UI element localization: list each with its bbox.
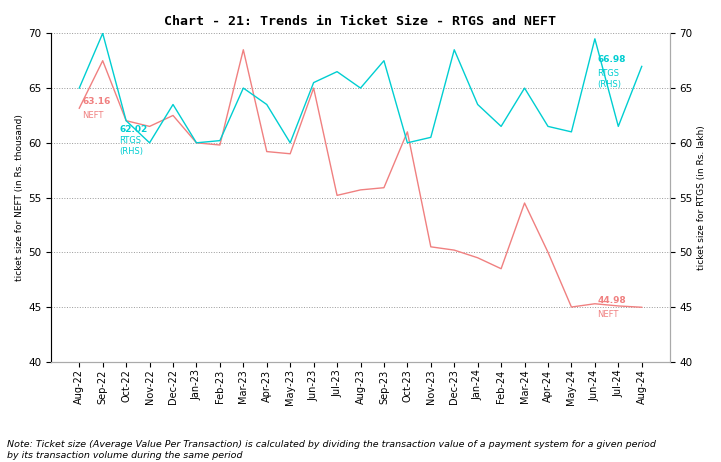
Text: (RHS): (RHS) — [597, 80, 622, 89]
Text: Note: Ticket size (Average Value Per Transaction) is calculated by dividing the : Note: Ticket size (Average Value Per Tra… — [7, 440, 656, 460]
Text: 62.02: 62.02 — [119, 125, 147, 134]
Text: NEFT: NEFT — [82, 111, 103, 120]
Y-axis label: ticket size for NEFT (in Rs. thousand): ticket size for NEFT (in Rs. thousand) — [15, 114, 24, 281]
Text: RTGS: RTGS — [597, 69, 619, 78]
Text: 44.98: 44.98 — [597, 296, 626, 305]
Text: 66.98: 66.98 — [597, 55, 626, 64]
Text: 63.16: 63.16 — [82, 97, 110, 106]
Text: NEFT: NEFT — [597, 310, 619, 319]
Text: RTGS: RTGS — [119, 136, 141, 145]
Title: Chart - 21: Trends in Ticket Size - RTGS and NEFT: Chart - 21: Trends in Ticket Size - RTGS… — [164, 15, 557, 28]
Text: (RHS): (RHS) — [119, 147, 143, 156]
Y-axis label: ticket size for RTGS (in Rs. lakh): ticket size for RTGS (in Rs. lakh) — [697, 125, 706, 270]
